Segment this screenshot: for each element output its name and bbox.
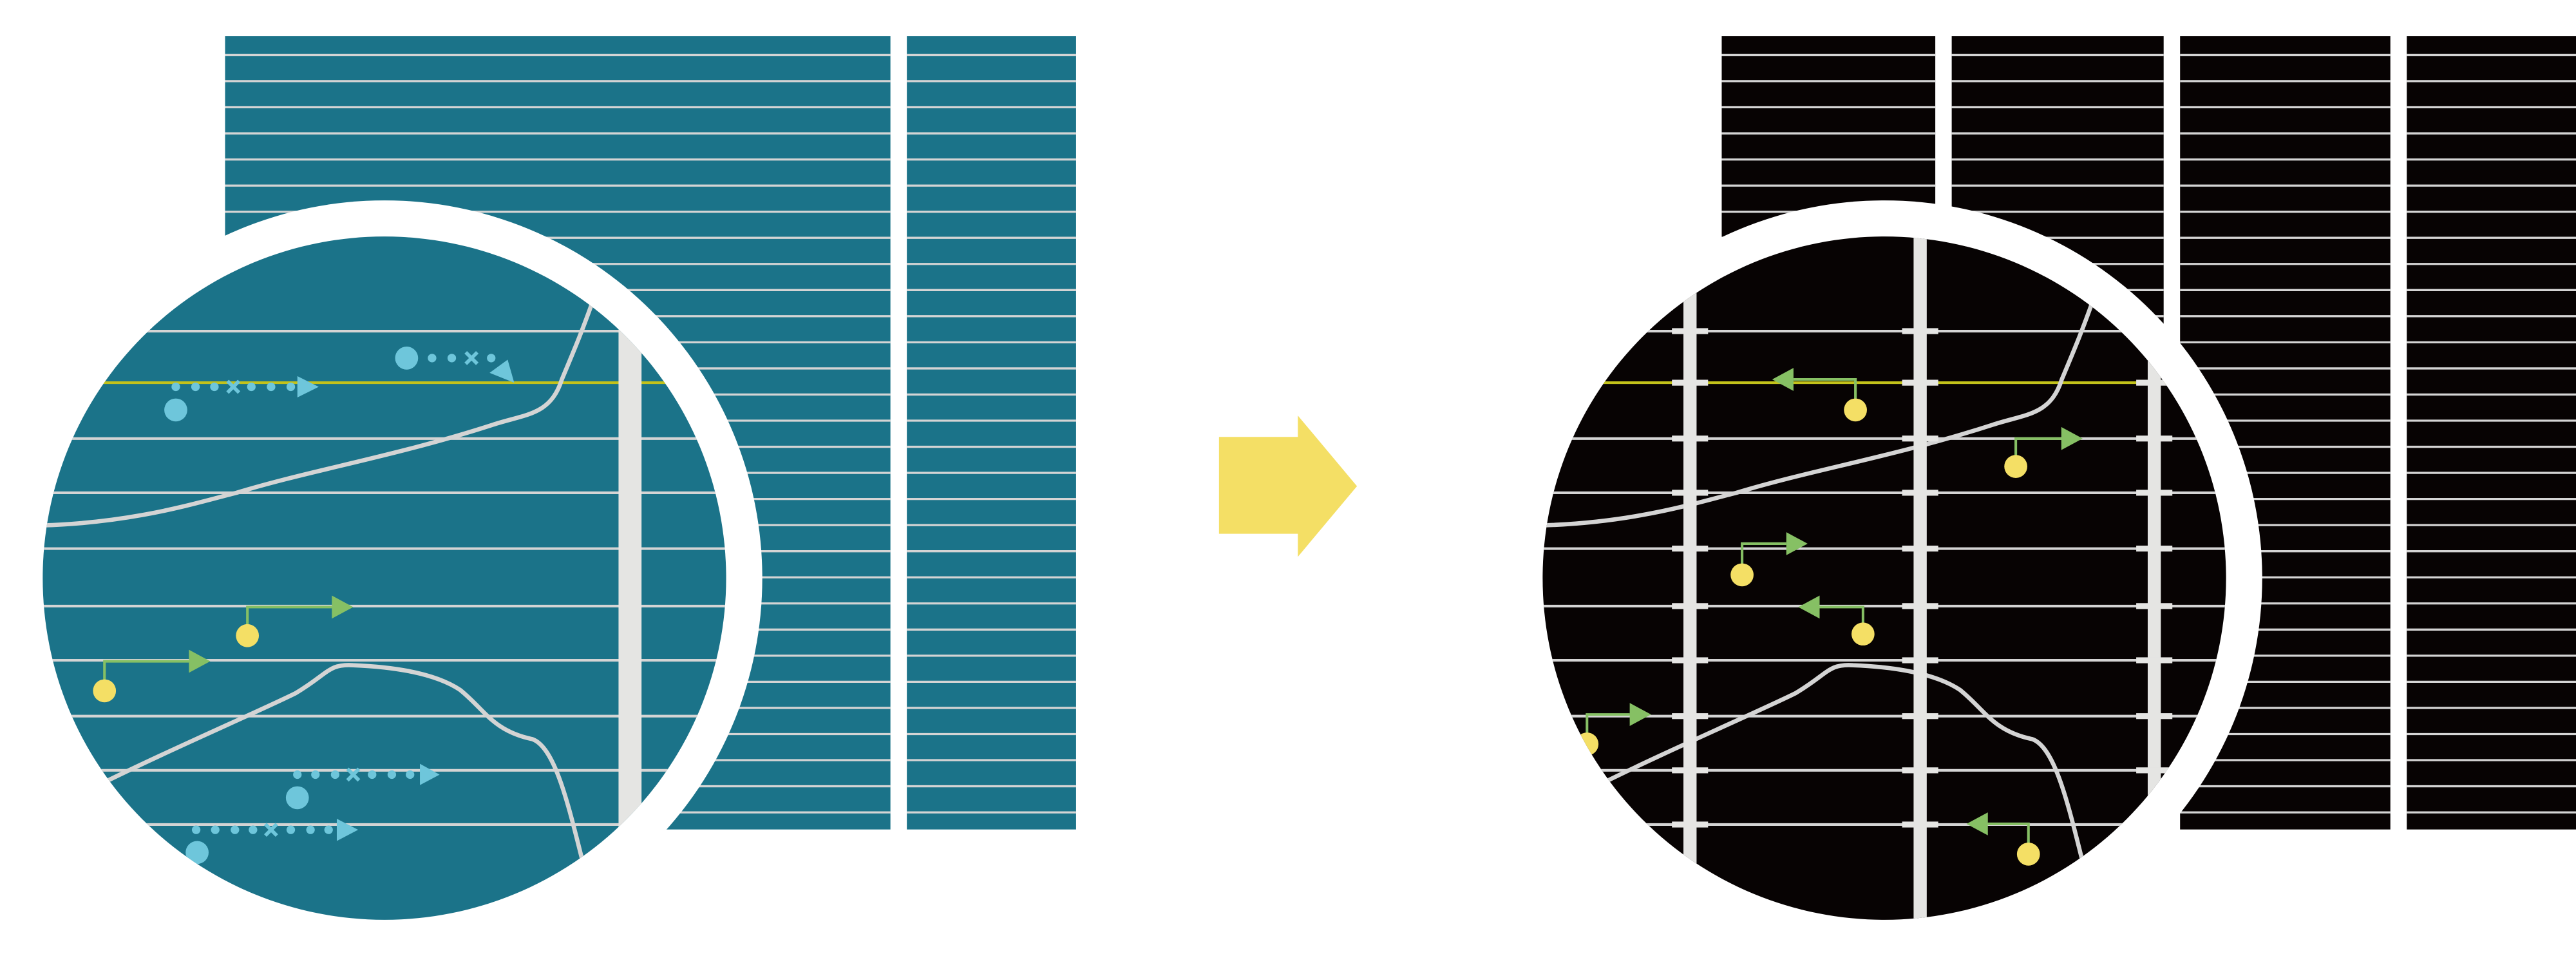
bar-tick xyxy=(1672,490,1709,496)
bar-tick xyxy=(1902,328,1938,334)
dot-marker xyxy=(428,354,437,363)
bar-tick xyxy=(1672,328,1709,334)
magnifier-lens xyxy=(43,236,726,920)
dot-marker xyxy=(387,770,397,779)
dot-marker xyxy=(171,382,180,392)
bar-tick xyxy=(2136,767,2173,774)
dot-marker xyxy=(330,770,340,779)
bar-tick xyxy=(1672,821,1709,828)
dot-marker xyxy=(487,354,496,363)
yellow-dot xyxy=(2004,455,2027,478)
yellow-dot xyxy=(2016,843,2040,866)
bar-tick xyxy=(1672,435,1709,442)
yellow-dot xyxy=(236,624,260,647)
bar-tick xyxy=(2136,379,2173,386)
dot-marker xyxy=(286,382,296,392)
bar-tick xyxy=(1902,821,1938,828)
trajectory-curve xyxy=(43,294,597,528)
yellow-dot xyxy=(1844,398,1867,422)
arrow-right-icon xyxy=(189,649,211,673)
dot-marker xyxy=(211,825,220,834)
trajectory-curve xyxy=(1542,294,2097,528)
arrowhead-icon xyxy=(297,376,319,398)
bar-tick xyxy=(2136,657,2173,664)
bar-tick xyxy=(1902,435,1938,442)
dot-marker xyxy=(368,770,377,779)
vertical-bar xyxy=(618,305,642,848)
before-magnifier xyxy=(6,200,762,956)
vertical-bar xyxy=(1913,236,1927,920)
arrow-left-icon xyxy=(1772,368,1794,391)
bar-tick xyxy=(1672,603,1709,609)
cross-marker-icon xyxy=(226,379,241,394)
arrowhead-icon xyxy=(336,819,359,841)
start-point xyxy=(185,841,209,864)
bar-tick xyxy=(1672,657,1709,664)
arrowhead-icon xyxy=(420,763,440,785)
arrow-right-icon xyxy=(1629,703,1651,726)
transition-arrow-icon xyxy=(1218,415,1358,557)
start-point xyxy=(395,346,419,370)
bar-tick xyxy=(1672,767,1709,774)
trajectory-curve xyxy=(97,663,587,872)
bar-tick xyxy=(1672,713,1709,720)
dot-marker xyxy=(231,825,240,834)
dot-marker xyxy=(311,770,320,779)
grid-column xyxy=(2407,36,2576,830)
magnifier-content xyxy=(43,294,726,872)
dot-marker xyxy=(191,825,201,834)
arrow-left-icon xyxy=(1798,595,1820,619)
cross-marker-icon xyxy=(464,350,479,365)
start-point xyxy=(164,398,187,422)
bar-tick xyxy=(2136,713,2173,720)
trajectory-curves xyxy=(43,294,597,872)
yellow-dot xyxy=(1852,622,1875,646)
dot-marker xyxy=(293,770,302,779)
dot-marker xyxy=(267,382,276,392)
dot-marker xyxy=(286,825,296,834)
vertical-bar xyxy=(1683,236,1697,920)
bar-tick xyxy=(1902,490,1938,496)
dot-marker xyxy=(306,825,315,834)
arrow-right-icon xyxy=(2061,426,2083,450)
vertical-bar xyxy=(2147,236,2161,920)
magnifier-lens xyxy=(1542,236,2226,920)
dot-marker xyxy=(249,825,258,834)
dot-marker xyxy=(447,354,457,363)
bar-tick xyxy=(1672,546,1709,552)
trajectory-curve xyxy=(1597,663,2087,872)
bar-tick xyxy=(1902,546,1938,552)
bar-tick xyxy=(1902,767,1938,774)
arrow-left-icon xyxy=(1966,812,1988,836)
bar-tick xyxy=(1902,657,1938,664)
bar-tick xyxy=(2136,435,2173,442)
yellow-dot xyxy=(1730,563,1754,587)
grid-column xyxy=(907,36,1076,830)
yellow-dot xyxy=(93,679,117,703)
bar-tick xyxy=(2136,546,2173,552)
dot-marker xyxy=(324,825,333,834)
cross-marker-icon xyxy=(264,823,278,837)
arrowhead-icon xyxy=(489,359,515,383)
dot-marker xyxy=(406,770,415,779)
cross-marker-icon xyxy=(346,767,361,782)
dot-marker xyxy=(210,382,219,392)
start-point xyxy=(285,786,309,810)
bar-tick xyxy=(2136,603,2173,609)
trajectory-curves xyxy=(1542,294,2097,872)
after-magnifier xyxy=(1506,200,2262,956)
arrow-right-icon xyxy=(332,595,354,619)
dot-marker xyxy=(247,382,256,392)
arrow-right-icon xyxy=(1786,532,1808,555)
bar-tick xyxy=(1902,603,1938,609)
bar-tick xyxy=(1902,379,1938,386)
dot-marker xyxy=(191,382,200,392)
bar-tick xyxy=(2136,490,2173,496)
bar-tick xyxy=(1672,379,1709,386)
bar-tick xyxy=(1902,713,1938,720)
